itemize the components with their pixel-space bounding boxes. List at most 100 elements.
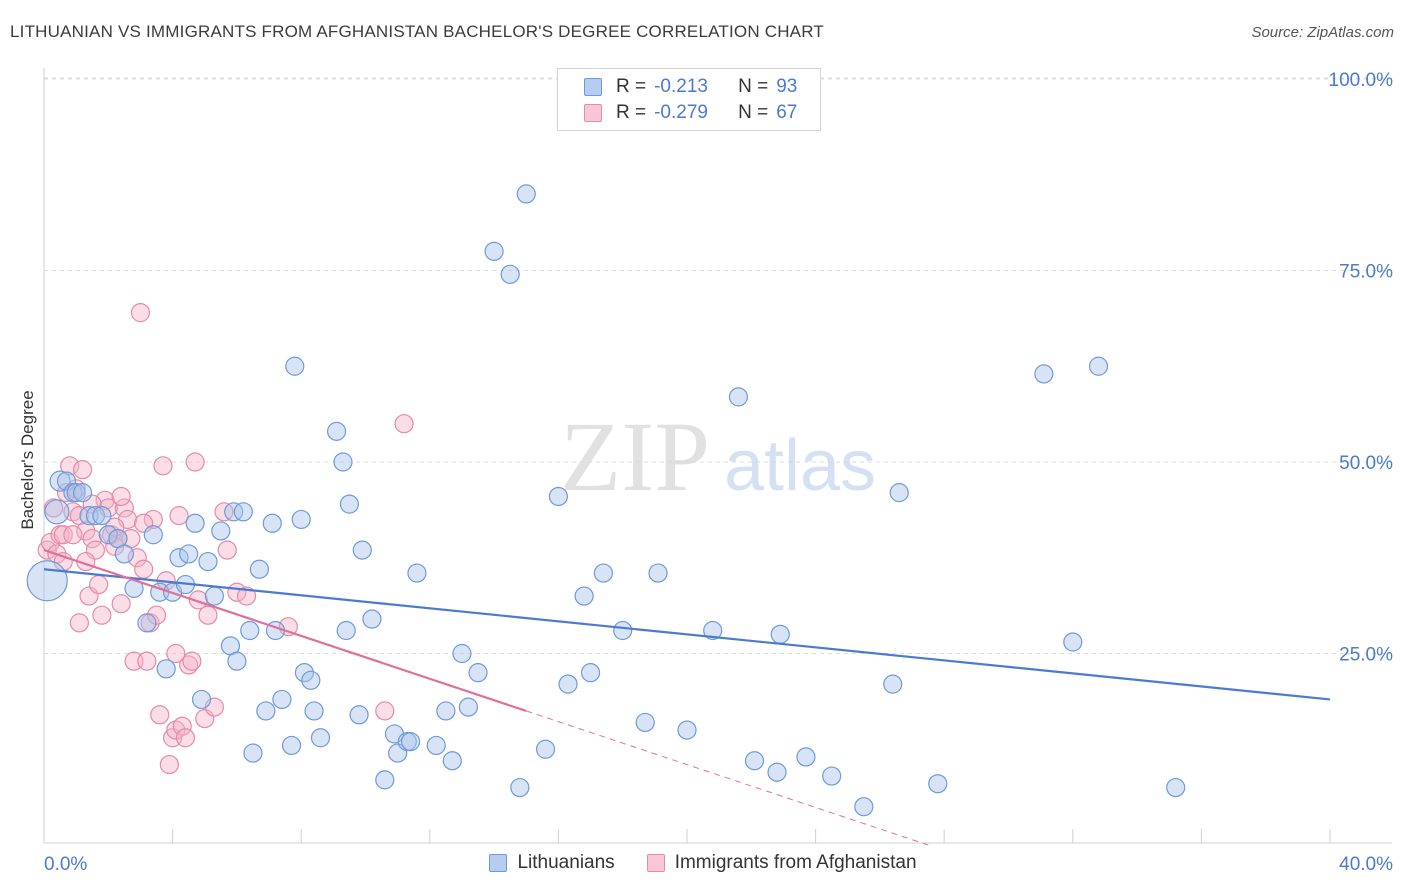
lithuanian-point (593, 563, 614, 583)
legend-r-label: R = (616, 76, 647, 97)
legend-n-label: N = (738, 102, 769, 123)
legend-item-label: Lithuanians (517, 852, 615, 873)
lithuanian-point (500, 264, 520, 284)
legend-row-lithuanians: R = -0.213 N = 93 (584, 75, 797, 99)
lithuanian-point (767, 762, 787, 782)
afghanistan-point (394, 414, 414, 434)
source-label: Source: ZipAtlas.com (1251, 24, 1394, 41)
lithuanian-point (349, 705, 369, 725)
lithuanian-point (728, 387, 749, 407)
lithuanian-point (703, 620, 723, 641)
afghanistan-point (105, 517, 125, 537)
afghanistan-point (236, 586, 257, 606)
lithuanian-point (44, 499, 70, 525)
lithuanian-point (635, 712, 655, 733)
lithuanian-point (744, 751, 765, 771)
lithuanian-point (204, 586, 224, 606)
lithuanian-point (191, 689, 212, 710)
lithuanian-point (362, 609, 382, 629)
legend-n-value: 93 (776, 76, 798, 97)
lithuanian-point (822, 766, 842, 786)
lithuanian-point (256, 701, 276, 721)
lithuanian-point (301, 670, 321, 690)
lithuanian-point (326, 421, 347, 441)
afghanistan-point (134, 559, 154, 579)
axes-layer (43, 68, 1392, 844)
afghanistan-point (153, 456, 173, 476)
lithuanian-point (240, 620, 260, 641)
afghanistan-point (375, 701, 395, 721)
legend-swatch-pink (584, 104, 602, 122)
lithuanian-point (227, 651, 247, 671)
afghanistan-point (146, 605, 167, 625)
watermark-atlas: atlas (724, 426, 876, 506)
series-legend: Lithuanians Immigrants from Afghanistan (0, 852, 1406, 874)
lithuanian-point (92, 506, 112, 526)
afghanistan-point (182, 651, 202, 671)
lithuanian-point (580, 663, 601, 683)
y-tick-label: 50.0% (1339, 453, 1393, 474)
afghanistan-point (69, 613, 89, 633)
lithuanian-point (407, 563, 427, 583)
afghanistan-point (159, 754, 179, 775)
afghanistan-point (92, 605, 112, 625)
watermark: ZIP atlas (560, 401, 876, 512)
lithuanian-point (535, 739, 556, 759)
afghanistan-point (214, 502, 234, 522)
chart-title: LITHUANIAN VS IMMIGRANTS FROM AFGHANISTA… (10, 22, 824, 41)
lithuanian-point (854, 797, 874, 817)
lithuanian-point (291, 509, 311, 530)
afghanistan-point (63, 525, 83, 545)
lithuanian-point (169, 548, 189, 568)
lithuanian-point (375, 770, 395, 790)
legend-row-afghanistan: R = -0.279 N = 67 (584, 101, 797, 125)
lithuanian-point (436, 701, 456, 721)
lithuanian-point (1063, 632, 1083, 652)
lithuanian-point (262, 513, 282, 533)
afghanistan-point (169, 506, 189, 526)
lithuanian-point (1166, 777, 1186, 798)
lithuanian-point (66, 483, 86, 503)
afghanistan-point (111, 486, 131, 507)
afghanistan-point (175, 728, 196, 748)
lithuanian-point (770, 624, 790, 644)
lithuanian-point (26, 560, 68, 602)
lithuanian-point (137, 613, 157, 633)
lithuanian-point (272, 689, 292, 710)
series-lithuanians-points (26, 184, 1186, 817)
x-tick-label: 0.0% (44, 854, 87, 875)
afghanistan-trendline-extension (526, 710, 929, 846)
lithuanian-point (281, 735, 302, 756)
lithuanian-point (484, 241, 504, 261)
lithuanian-point (285, 356, 305, 376)
lithuanian-point (310, 728, 331, 748)
lithuanian-point (304, 701, 324, 721)
lithuanian-point (185, 513, 205, 533)
lithuanian-point (72, 483, 93, 503)
y-tick-label: 25.0% (1339, 645, 1393, 666)
lithuanian-point (452, 643, 472, 664)
legend-item-lithuanians[interactable]: Lithuanians (489, 852, 615, 874)
lithuanian-point (85, 506, 106, 526)
lithuanian-point (352, 540, 372, 560)
afghanistan-point (76, 521, 96, 541)
lithuanian-point (468, 663, 488, 683)
legend-r-label: R = (616, 102, 647, 123)
afghanistan-point (53, 525, 73, 545)
legend-item-afghanistan[interactable]: Immigrants from Afghanistan (646, 852, 917, 874)
afghanistan-point (111, 594, 131, 614)
legend-n-value: 67 (776, 102, 798, 123)
afghanistan-point (188, 590, 208, 610)
watermark-zip: ZIP (560, 401, 710, 512)
lithuanian-point (98, 525, 118, 545)
lithuanian-point (156, 659, 176, 679)
legend-r-value: -0.213 (654, 76, 708, 97)
afghanistan-point (198, 605, 218, 625)
lithuanian-point (339, 494, 360, 514)
lithuanian-point (249, 559, 270, 579)
grid-layer (44, 77, 1392, 654)
lithuanian-point (796, 747, 816, 767)
afghanistan-point (172, 716, 192, 736)
legend-swatch-blue (489, 854, 508, 872)
afghanistan-point (72, 460, 93, 480)
